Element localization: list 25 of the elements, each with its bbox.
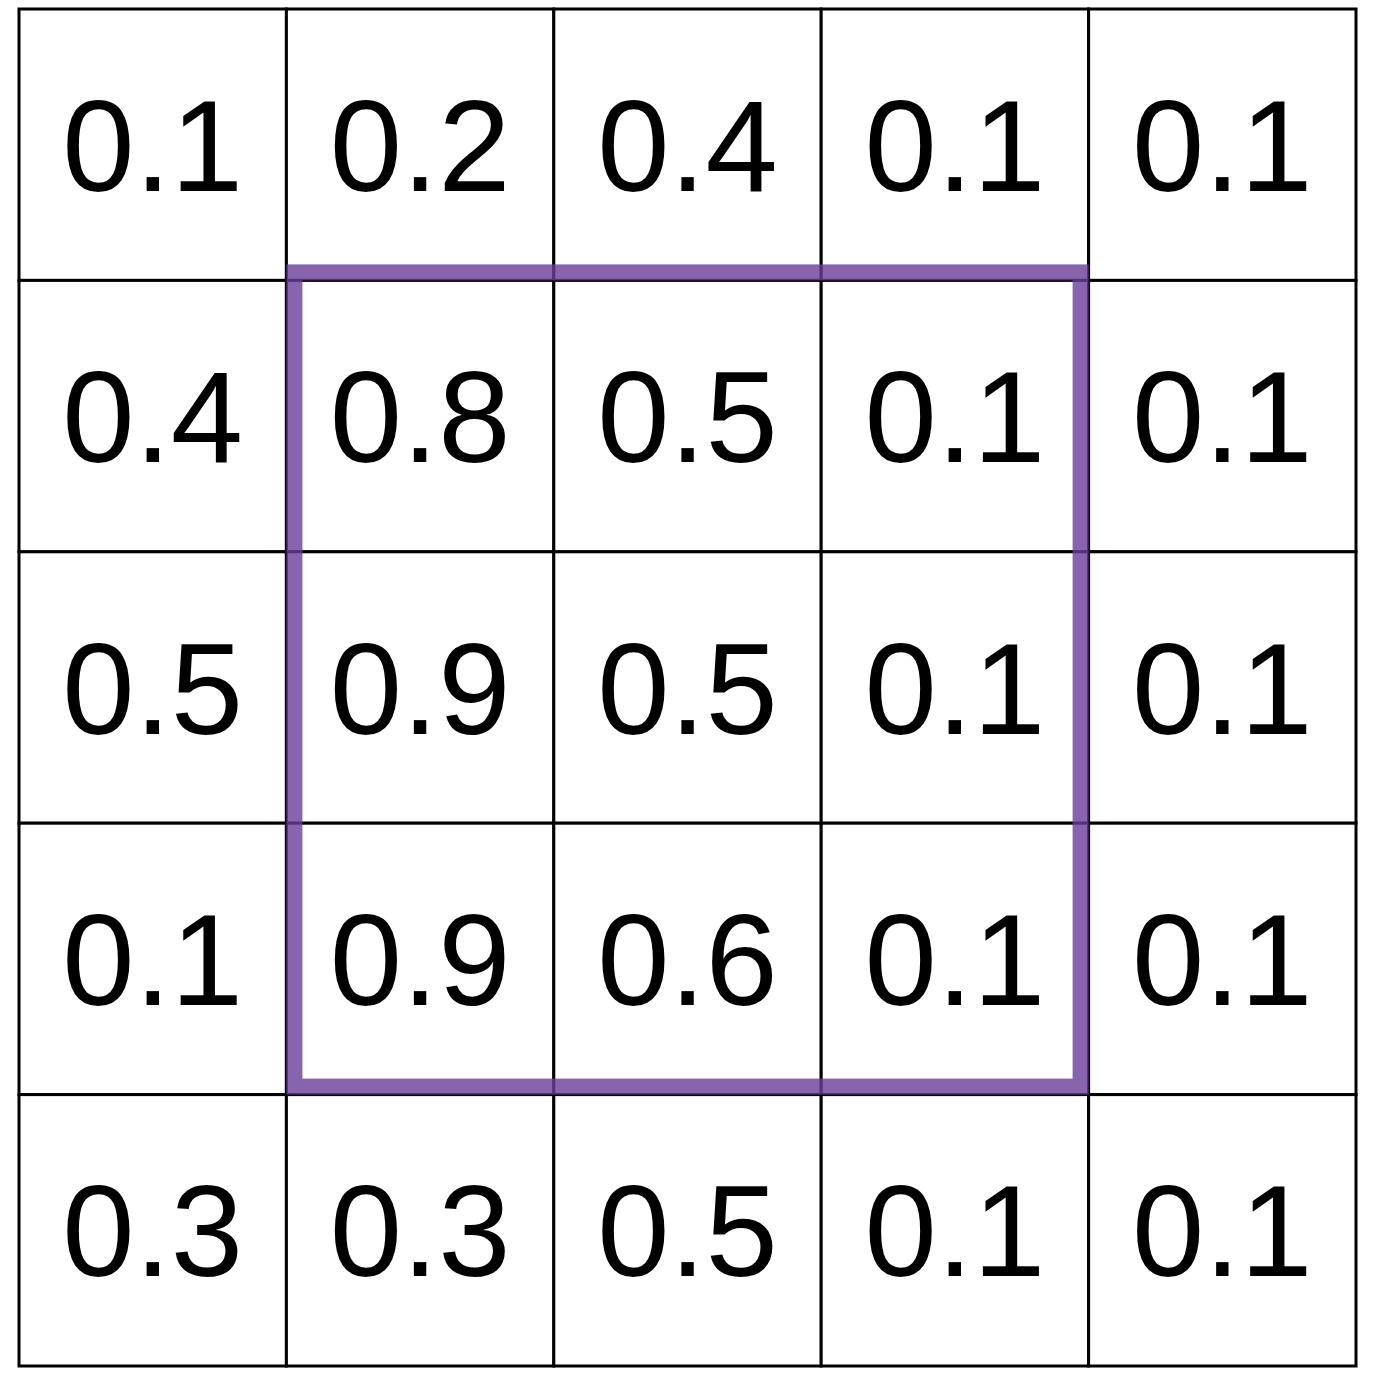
- data-label: 0.2: [329, 72, 511, 219]
- data-label: 0.1: [864, 72, 1046, 219]
- data-label: 0.3: [329, 1158, 511, 1305]
- data-label: 0.4: [597, 72, 778, 219]
- data-label: 0.4: [62, 344, 244, 491]
- data-label: 0.1: [1131, 72, 1313, 219]
- data-label: 0.8: [329, 344, 511, 491]
- data-label: 0.9: [329, 886, 511, 1033]
- data-label: 0.5: [597, 1158, 778, 1305]
- data-label: 0.3: [62, 1158, 244, 1305]
- data-label: 0.1: [62, 886, 244, 1033]
- data-label: 0.1: [864, 344, 1046, 491]
- data-label: 0.1: [1131, 615, 1313, 762]
- data-label: 0.5: [62, 615, 244, 762]
- data-label: 0.1: [864, 615, 1046, 762]
- data-label: 0.1: [1131, 886, 1313, 1033]
- data-label: 0.5: [597, 615, 778, 762]
- data-label: 0.1: [62, 72, 244, 219]
- data-label: 0.1: [1131, 1158, 1313, 1305]
- data-label: 0.5: [597, 344, 778, 491]
- data-label: 0.6: [597, 886, 778, 1033]
- data-label: 0.1: [1131, 344, 1313, 491]
- data-label: 0.1: [864, 886, 1046, 1033]
- data-label: 0.1: [864, 1158, 1046, 1305]
- data-label: 0.9: [329, 615, 511, 762]
